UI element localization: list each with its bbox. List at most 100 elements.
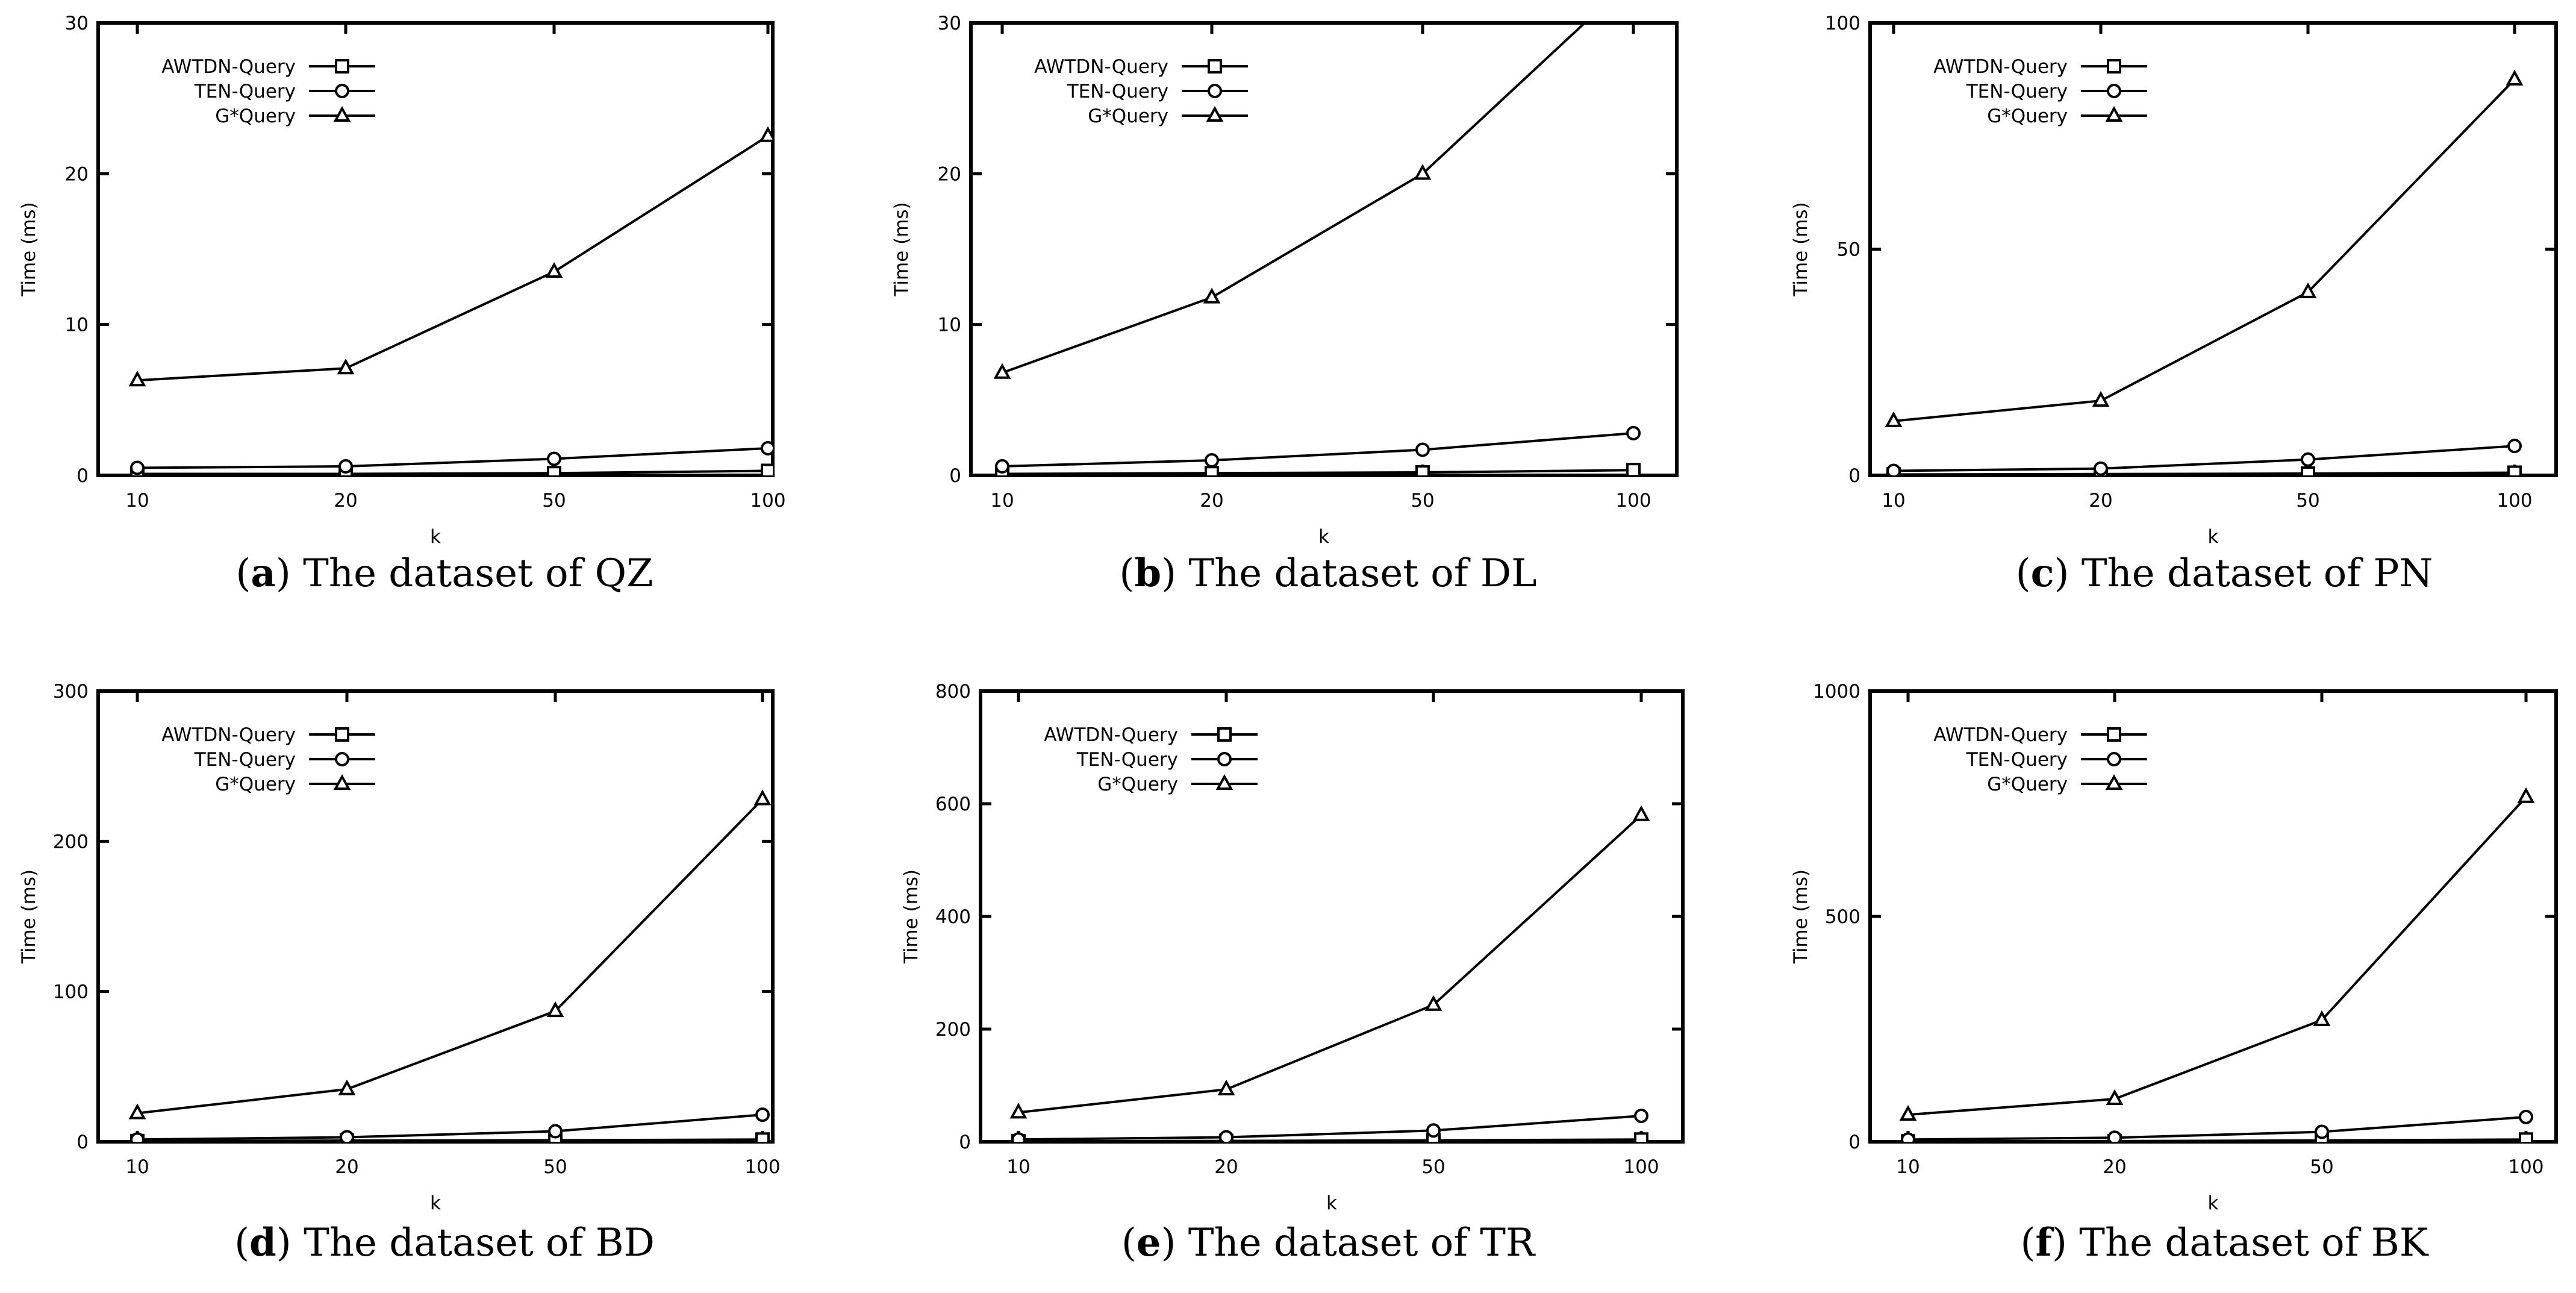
y-tick-label: 800: [935, 681, 971, 703]
data-point-triangle: [2106, 1089, 2124, 1105]
data-point-square: [755, 1132, 770, 1142]
data-point-triangle: [337, 358, 355, 375]
y-tick-label: 0: [76, 1132, 89, 1153]
x-axis-label: k: [1326, 1192, 1337, 1214]
data-point-circle: [1626, 425, 1641, 440]
x-axis-label: k: [2208, 1192, 2219, 1214]
legend-marker-square: [335, 59, 349, 74]
x-tick-label: 10: [125, 490, 149, 512]
series-line-square: [1018, 1138, 1642, 1142]
chart-panel-e: 0 200 400 600 800 10 20 50 100 k Time (ms) AWTDN-Qu…: [900, 681, 1685, 1265]
data-point-triangle: [2506, 69, 2524, 86]
x-tick-label: 20: [2103, 1156, 2126, 1178]
data-point-triangle: [2517, 787, 2535, 803]
y-tick-label: 0: [949, 465, 961, 487]
legend-marker-square: [2107, 727, 2121, 742]
series-line-circle: [137, 1113, 763, 1141]
data-point-square: [2507, 465, 2522, 475]
data-point-triangle: [1899, 1104, 1917, 1121]
data-point-circle: [1634, 1108, 1648, 1123]
x-axis-label: k: [2208, 526, 2219, 548]
data-point-circle: [1219, 1130, 1233, 1142]
data-point-triangle: [338, 1079, 356, 1095]
x-tick-label: 20: [335, 1156, 358, 1178]
data-point-square: [1634, 1132, 1648, 1142]
chart-panel-b: 0 10 20 30 10 20 50 100 k Time (ms) AWTDN-Query TEN…: [891, 13, 1679, 596]
y-axis-label: Time (ms): [891, 202, 912, 296]
series-group: [1885, 69, 2524, 475]
data-point-circle: [547, 451, 561, 466]
x-tick-label: 100: [2496, 490, 2532, 512]
x-tick-label: 50: [2310, 1156, 2333, 1178]
data-point-triangle: [2092, 390, 2110, 407]
y-tick-label: 20: [65, 163, 89, 185]
data-point-circle: [755, 1107, 770, 1122]
y-tick-label: 1000: [1813, 681, 1860, 703]
y-tick-label: 400: [935, 906, 971, 928]
legend-entry-label: G*Query: [215, 774, 296, 795]
plot-frame: [969, 21, 1679, 477]
legend: AWTDN-Query TEN-Query G*Query: [1933, 56, 2147, 127]
series-line-circle: [1893, 445, 2515, 472]
legend-entry-label: AWTDN-Query: [1933, 56, 2068, 78]
y-tick-label: 500: [1825, 906, 1860, 928]
x-tick-label: 10: [1006, 1156, 1030, 1178]
data-point-circle: [1415, 442, 1430, 457]
data-point-circle: [761, 440, 773, 456]
panel-caption: (e) The dataset of TR: [1121, 1220, 1536, 1265]
series-line-square: [137, 1138, 763, 1142]
data-point-triangle: [545, 261, 563, 278]
x-tick-label: 50: [1421, 1156, 1445, 1178]
y-tick-label: 100: [53, 981, 89, 1003]
series-line-circle: [1002, 431, 1634, 468]
legend-entry-label: AWTDN-Query: [161, 56, 296, 78]
plot-frame: [96, 21, 775, 477]
data-point-circle: [2094, 461, 2108, 475]
legend-entry-label: G*Query: [215, 105, 296, 127]
data-point-square: [761, 463, 773, 475]
series-group: [993, 23, 1641, 475]
data-point-square: [1626, 463, 1641, 475]
panel-caption: (d) The dataset of BD: [234, 1220, 655, 1265]
data-point-circle: [2315, 1124, 2329, 1139]
data-point-circle: [2107, 1130, 2122, 1142]
series-line-triangle: [1002, 23, 1587, 374]
y-tick-label: 20: [938, 163, 961, 185]
legend-entry-label: TEN-Query: [194, 749, 296, 771]
legend-marker-triangle: [333, 105, 351, 122]
data-point-circle: [1426, 1123, 1441, 1138]
data-point-circle: [2301, 452, 2315, 467]
y-tick-label: 300: [53, 681, 89, 703]
data-point-square: [1415, 465, 1430, 475]
x-tick-label: 50: [2296, 490, 2319, 512]
y-tick-label: 10: [938, 315, 961, 336]
y-tick-label: 30: [938, 13, 961, 34]
x-tick-label: 100: [2508, 1156, 2543, 1178]
legend-entry-label: TEN-Query: [1076, 749, 1178, 771]
legend-entry-label: AWTDN-Query: [1933, 724, 2068, 746]
data-point-square: [2519, 1132, 2533, 1142]
data-point-triangle: [2313, 1010, 2331, 1027]
legend-marker-square: [335, 727, 349, 742]
data-point-triangle: [759, 126, 773, 142]
x-tick-label: 20: [1200, 490, 1223, 512]
x-axis-label: k: [430, 526, 441, 548]
data-point-triangle: [546, 1001, 564, 1018]
legend-marker-triangle: [1206, 105, 1224, 122]
series-line-triangle: [137, 798, 764, 1115]
data-point-circle: [995, 459, 1009, 474]
panel-caption: (a) The dataset of QZ: [235, 551, 653, 596]
x-axis-label: k: [1318, 526, 1329, 548]
y-tick-label: 30: [65, 13, 89, 34]
data-point-triangle: [1424, 995, 1442, 1011]
data-point-triangle: [1414, 164, 1432, 180]
y-tick-label: 10: [65, 315, 89, 336]
data-point-triangle: [1632, 805, 1650, 821]
y-tick-label: 200: [53, 831, 89, 853]
series-group: [1009, 805, 1650, 1142]
legend: AWTDN-Query TEN-Query G*Query: [161, 724, 375, 795]
legend-marker-circle: [1208, 84, 1222, 98]
x-tick-label: 100: [1615, 490, 1651, 512]
series-line-triangle: [1018, 814, 1642, 1114]
panel-caption: (c) The dataset of PN: [2016, 551, 2433, 596]
